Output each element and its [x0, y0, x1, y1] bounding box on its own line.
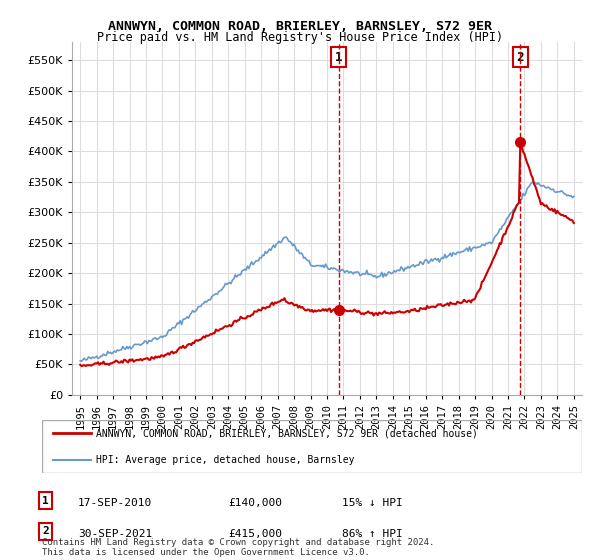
Text: HPI: Average price, detached house, Barnsley: HPI: Average price, detached house, Barn… — [96, 455, 355, 465]
Text: ANNWYN, COMMON ROAD, BRIERLEY, BARNSLEY, S72 9ER: ANNWYN, COMMON ROAD, BRIERLEY, BARNSLEY,… — [108, 20, 492, 32]
Text: £140,000: £140,000 — [228, 498, 282, 508]
Text: 1: 1 — [335, 51, 343, 64]
Text: Price paid vs. HM Land Registry's House Price Index (HPI): Price paid vs. HM Land Registry's House … — [97, 31, 503, 44]
Text: 2: 2 — [42, 526, 49, 536]
Text: ANNWYN, COMMON ROAD, BRIERLEY, BARNSLEY, S72 9ER (detached house): ANNWYN, COMMON ROAD, BRIERLEY, BARNSLEY,… — [96, 428, 478, 438]
Text: 30-SEP-2021: 30-SEP-2021 — [78, 529, 152, 539]
Text: Contains HM Land Registry data © Crown copyright and database right 2024.
This d: Contains HM Land Registry data © Crown c… — [42, 538, 434, 557]
Text: 17-SEP-2010: 17-SEP-2010 — [78, 498, 152, 508]
Text: 86% ↑ HPI: 86% ↑ HPI — [342, 529, 403, 539]
Text: 1: 1 — [42, 496, 49, 506]
Text: 2: 2 — [517, 51, 524, 64]
Text: 15% ↓ HPI: 15% ↓ HPI — [342, 498, 403, 508]
Text: £415,000: £415,000 — [228, 529, 282, 539]
